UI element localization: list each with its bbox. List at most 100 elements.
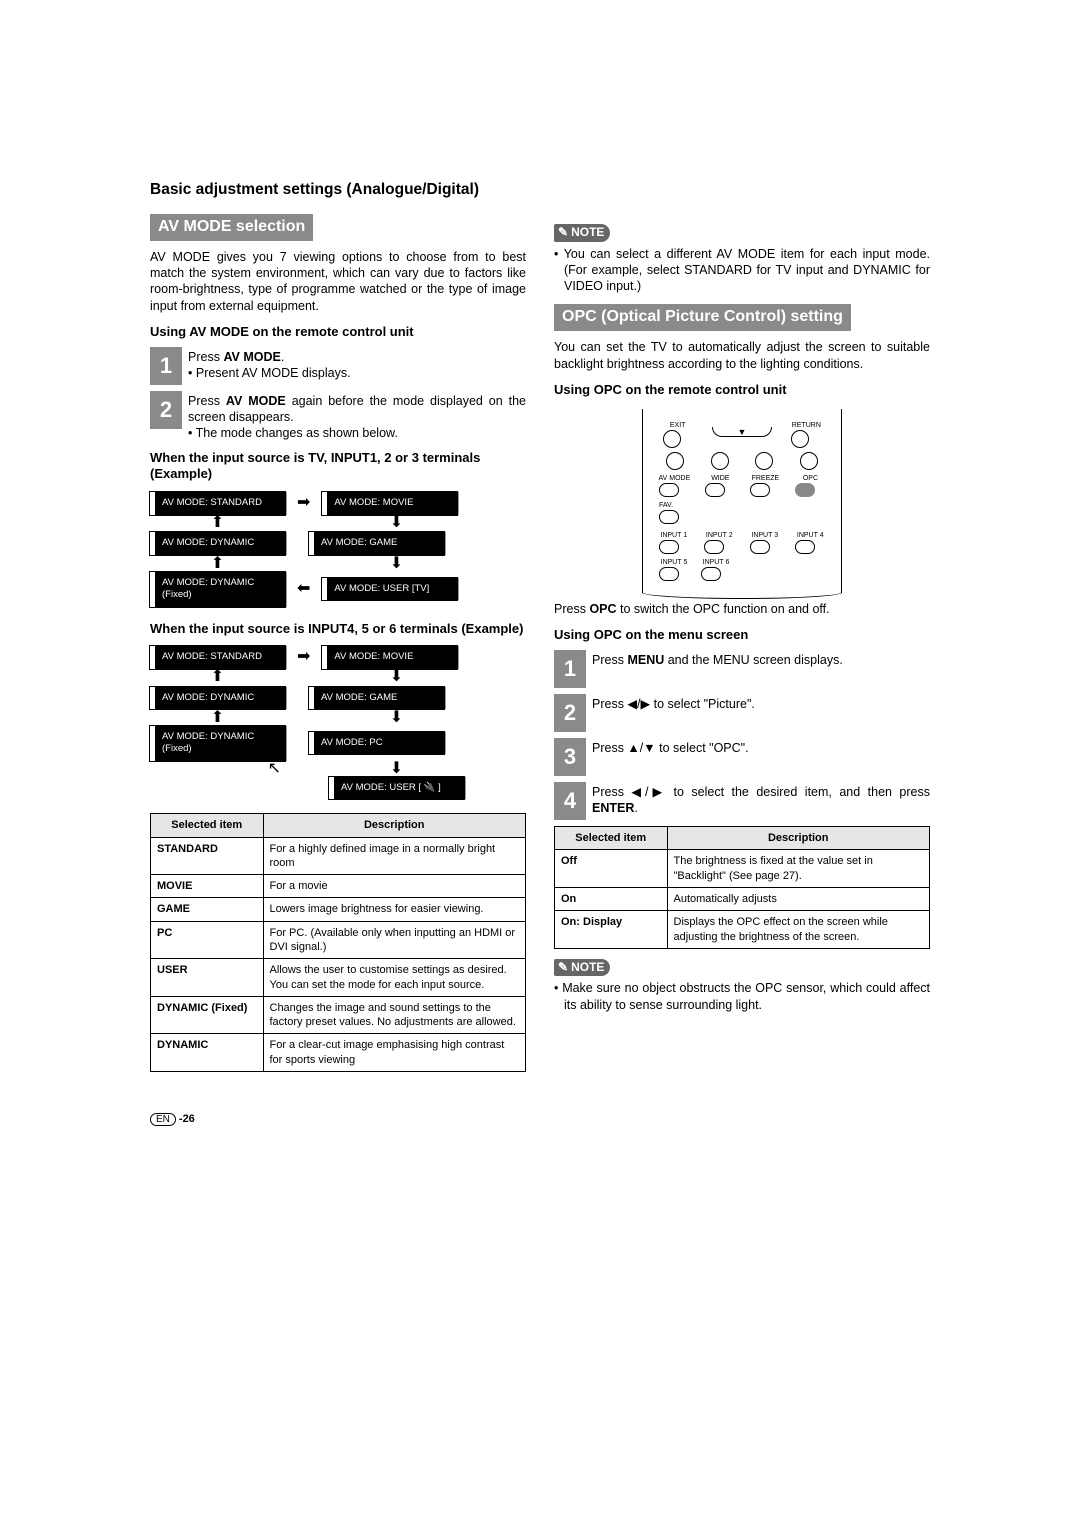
- freeze-button-icon: [750, 483, 770, 497]
- note-text: • You can select a different AV MODE ite…: [554, 246, 930, 295]
- table-row: USERAllows the user to customise setting…: [151, 959, 526, 997]
- table-row: On: Display Displays the OPC effect on th…: [555, 911, 930, 949]
- step-body: Press ◀/▶ to select "Picture".: [592, 694, 930, 732]
- note-icon: ✎: [558, 225, 568, 241]
- opc-intro: You can set the TV to automatically adju…: [554, 339, 930, 372]
- flow-box: AV MODE: DYNAMIC: [150, 687, 285, 709]
- columns: AV MODE selection AV MODE gives you 7 vi…: [150, 214, 930, 1072]
- bullet: • Present AV MODE displays.: [188, 365, 526, 381]
- cell: Changes the image and sound settings to …: [263, 996, 526, 1034]
- input-button-icon: [750, 540, 770, 554]
- avmode-button-icon: [659, 483, 679, 497]
- text: Press: [188, 350, 223, 364]
- remote-label: EXIT: [663, 421, 693, 430]
- remote-label: INPUT 1: [659, 531, 689, 540]
- flow-box: AV MODE: GAME: [309, 532, 444, 554]
- text: to switch the OPC function on and off.: [617, 602, 830, 616]
- text-bold: AV MODE: [223, 350, 280, 364]
- remote-label: INPUT 3: [750, 531, 780, 540]
- page-title: Basic adjustment settings (Analogue/Digi…: [150, 180, 930, 200]
- arrow-up-icon: ⬆: [211, 709, 224, 726]
- flow-box: AV MODE: STANDARD: [150, 492, 285, 514]
- text: Press: [554, 602, 589, 616]
- cell: On: Display: [561, 916, 622, 928]
- color-button-icon: [666, 452, 684, 470]
- table-row: STANDARDFor a highly defined image in a …: [151, 837, 526, 875]
- input-button-icon: [704, 540, 724, 554]
- remote-label: INPUT 5: [659, 558, 689, 567]
- input-button-icon: [659, 567, 679, 581]
- text: Press ◀/▶ to select the desired item, an…: [592, 785, 930, 799]
- step-number: 1: [150, 347, 182, 385]
- note-icon: ✎: [558, 960, 568, 976]
- flow-box: AV MODE: MOVIE: [322, 646, 457, 668]
- table-row: GAMELowers image brightness for easier v…: [151, 898, 526, 921]
- col-header: Description: [667, 827, 930, 850]
- table-row: PCFor PC. (Available only when inputting…: [151, 921, 526, 959]
- bullet-text: The mode changes as shown below.: [196, 426, 398, 440]
- opc-step-4: 4 Press ◀/▶ to select the desired item, …: [554, 782, 930, 820]
- left-column: AV MODE selection AV MODE gives you 7 vi…: [150, 214, 526, 1072]
- cell: For a clear-cut image emphasising high c…: [263, 1034, 526, 1072]
- remote-label: FREEZE: [750, 474, 780, 483]
- return-button-icon: [791, 430, 809, 448]
- arrow-down-icon: ⬇: [390, 668, 403, 685]
- cell: The brightness is fixed at the value set…: [667, 850, 930, 888]
- page-number: -26: [179, 1113, 195, 1125]
- color-button-icon: [755, 452, 773, 470]
- cell: MOVIE: [157, 880, 192, 892]
- table-row: OnAutomatically adjusts: [555, 887, 930, 910]
- cell: For a movie: [263, 875, 526, 898]
- arrow-up-icon: ⬆: [211, 668, 224, 685]
- flow-box: AV MODE: DYNAMIC: [150, 532, 285, 554]
- step-body: Press ▲/▼ to select "OPC".: [592, 738, 930, 776]
- step-number: 2: [150, 391, 182, 429]
- press-opc-text: Press OPC to switch the OPC function on …: [554, 601, 930, 617]
- cell: DYNAMIC: [157, 1039, 208, 1051]
- col-header: Selected item: [151, 814, 264, 837]
- cell: USER: [157, 964, 188, 976]
- opc-step-1: 1 Press MENU and the MENU screen display…: [554, 650, 930, 688]
- arrow-up-left-icon: ↖: [268, 760, 281, 777]
- bullet-text: Present AV MODE displays.: [196, 366, 351, 380]
- step-body: Press ◀/▶ to select the desired item, an…: [592, 782, 930, 820]
- av-mode-table: Selected item Description STANDARDFor a …: [150, 813, 526, 1072]
- text-bold: ENTER: [592, 801, 634, 815]
- dpad-icon: ▼: [712, 427, 772, 437]
- step-number: 2: [554, 694, 586, 732]
- opc-step-2: 2 Press ◀/▶ to select "Picture".: [554, 694, 930, 732]
- arrow-right-icon: ➡: [297, 649, 310, 665]
- text-bold: AV MODE: [226, 394, 286, 408]
- flow-box: AV MODE: PC: [309, 732, 444, 754]
- av-step-1: 1 Press AV MODE. • Present AV MODE displ…: [150, 347, 526, 385]
- right-column: ✎NOTE • You can select a different AV MO…: [554, 214, 930, 1072]
- flow-box: AV MODE: STANDARD: [150, 646, 285, 668]
- av-mode-header: AV MODE selection: [150, 214, 313, 241]
- arrow-down-icon: ⬇: [390, 709, 403, 726]
- cell: Off: [561, 855, 577, 867]
- note-label: NOTE: [571, 960, 604, 976]
- step-body: Press MENU and the MENU screen displays.: [592, 650, 930, 688]
- remote-label: INPUT 2: [704, 531, 734, 540]
- cell: Displays the OPC effect on the screen wh…: [667, 911, 930, 949]
- opc-sub1: Using OPC on the remote control unit: [554, 382, 930, 399]
- step-number: 4: [554, 782, 586, 820]
- arrow-left-icon: ⬅: [297, 581, 310, 597]
- wide-button-icon: [705, 483, 725, 497]
- remote-label: INPUT 4: [795, 531, 825, 540]
- text: .: [281, 350, 284, 364]
- text: .: [634, 801, 637, 815]
- note-header: ✎NOTE: [554, 959, 610, 977]
- lang-badge: EN: [150, 1113, 176, 1126]
- exit-button-icon: [663, 430, 681, 448]
- cell: PC: [157, 927, 172, 939]
- flow-diagram-1: AV MODE: STANDARD ➡ AV MODE: MOVIE ⬆⬇ AV…: [150, 491, 526, 606]
- step-body: Press AV MODE. • Present AV MODE display…: [188, 347, 526, 385]
- input-button-icon: [701, 567, 721, 581]
- note-header: ✎NOTE: [554, 224, 610, 242]
- flow1-title: When the input source is TV, INPUT1, 2 o…: [150, 450, 526, 484]
- opc-sub2: Using OPC on the menu screen: [554, 627, 930, 644]
- bullet: • The mode changes as shown below.: [188, 425, 526, 441]
- table-row: MOVIE For a movie: [151, 875, 526, 898]
- cell: For a highly defined image in a normally…: [263, 837, 526, 875]
